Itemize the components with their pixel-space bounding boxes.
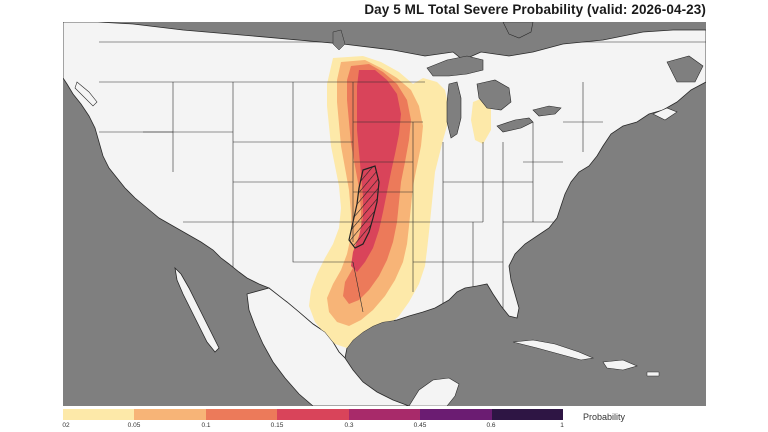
probability-map	[63, 22, 706, 406]
baja-california	[174, 266, 220, 353]
colorbar-tick-label: 02	[62, 422, 70, 429]
cuba	[512, 339, 595, 361]
colorbar-segment	[277, 409, 349, 420]
lake-superior	[426, 55, 484, 77]
lake-huron	[476, 79, 512, 111]
colorbar-segment	[420, 409, 492, 420]
lake-winnipeg	[332, 29, 346, 51]
lake-ontario	[532, 105, 562, 117]
yucatan-peninsula	[408, 377, 460, 406]
colorbar-segment	[491, 409, 563, 420]
vancouver-island	[74, 81, 98, 107]
colorbar-segment	[63, 409, 135, 420]
colorbar-tick-label: 0.3	[344, 422, 354, 429]
colorbar-tick-label: 0.45	[413, 422, 427, 429]
colorbar-segment	[134, 409, 206, 420]
colorbar	[63, 409, 563, 420]
colorbar-title: Probability	[583, 412, 626, 422]
hudson-bay	[502, 22, 534, 39]
colorbar-segment	[205, 409, 278, 420]
prob-zone-002b	[471, 98, 491, 144]
state-borders	[99, 41, 706, 313]
probability-contours	[309, 56, 491, 348]
map-title: Day 5 ML Total Severe Probability (valid…	[364, 2, 706, 17]
colorbar-tick-label: 0.6	[486, 422, 496, 429]
colorbar-segment	[348, 409, 421, 420]
colorbar-tick-label: 0.05	[127, 422, 141, 429]
colorbar-tick-label: 0.15	[270, 422, 284, 429]
mexico-south	[246, 287, 410, 406]
hatched-risk-area	[348, 165, 380, 249]
puerto-rico	[646, 371, 660, 377]
hispaniola	[602, 359, 638, 371]
colorbar-tick-label: 0.1	[201, 422, 211, 429]
colorbar-tick-label: 1	[560, 422, 564, 429]
lake-michigan	[446, 81, 462, 139]
nova-scotia	[652, 107, 678, 121]
newfoundland	[666, 55, 704, 83]
